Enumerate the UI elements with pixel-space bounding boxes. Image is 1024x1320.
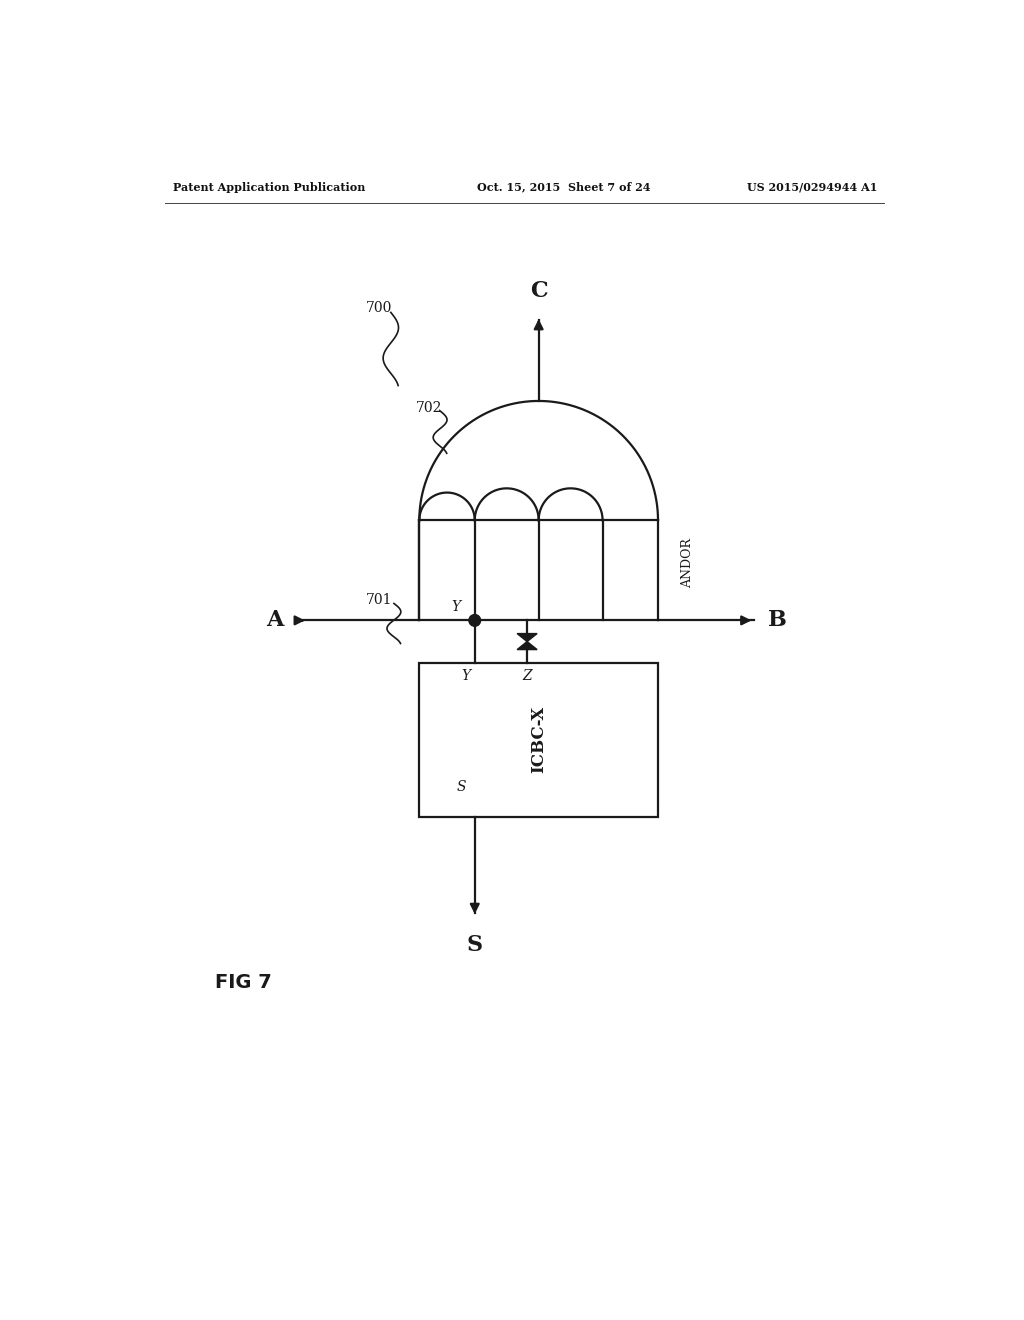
Text: Oct. 15, 2015  Sheet 7 of 24: Oct. 15, 2015 Sheet 7 of 24	[477, 182, 650, 193]
Text: ANDOR: ANDOR	[681, 537, 694, 587]
Text: 702: 702	[416, 401, 441, 414]
Text: US 2015/0294944 A1: US 2015/0294944 A1	[748, 182, 878, 193]
Text: B: B	[768, 610, 787, 631]
Circle shape	[469, 615, 480, 626]
Text: 700: 700	[366, 301, 392, 315]
Text: C: C	[529, 280, 548, 302]
Polygon shape	[517, 642, 538, 649]
Text: S: S	[457, 780, 466, 793]
Text: Patent Application Publication: Patent Application Publication	[173, 182, 366, 193]
Text: Z: Z	[522, 669, 531, 682]
Text: A: A	[265, 610, 283, 631]
Text: FIG 7: FIG 7	[215, 973, 272, 991]
Text: Y: Y	[452, 601, 461, 614]
Text: ICBC-X: ICBC-X	[530, 706, 547, 774]
Circle shape	[469, 615, 480, 626]
Text: 701: 701	[366, 594, 392, 607]
Bar	[419, 663, 658, 817]
Text: Y: Y	[461, 669, 470, 682]
Text: S: S	[467, 933, 482, 956]
Polygon shape	[517, 634, 538, 642]
